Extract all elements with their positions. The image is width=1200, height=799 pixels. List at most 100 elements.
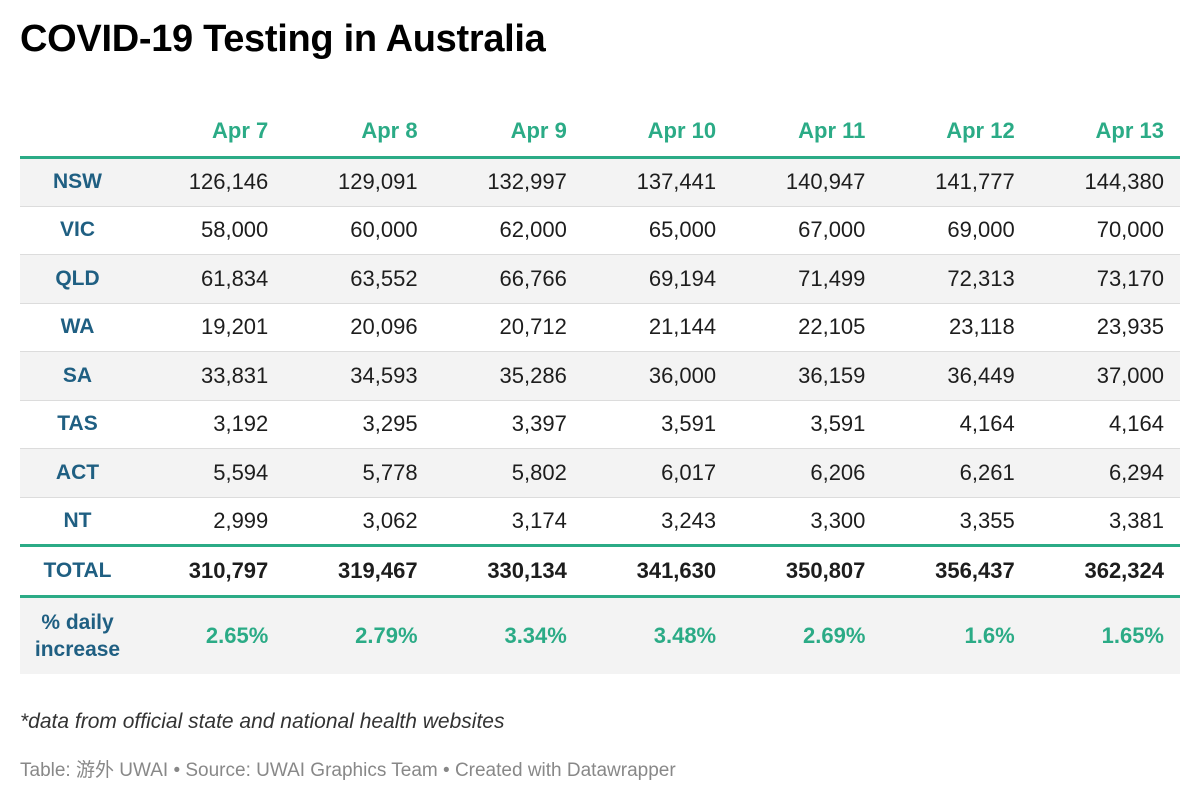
table-row: ACT 5,594 5,778 5,802 6,017 6,206 6,261 6,294 [20, 448, 1180, 498]
daily-increase-cell: 2.69% [732, 596, 882, 674]
table-cell: 6,294 [1030, 448, 1180, 498]
table-row: TAS 3,192 3,295 3,397 3,591 3,591 4,164 4,164 [20, 400, 1180, 449]
table-cell: 73,170 [1030, 254, 1180, 304]
table-cell: 60,000 [284, 206, 434, 255]
page-title: COVID-19 Testing in Australia [20, 18, 546, 60]
region-label: TAS [20, 400, 135, 449]
column-header: Apr 10 [582, 106, 733, 159]
column-header: Apr 12 [881, 106, 1031, 159]
table-cell: 19,201 [135, 303, 285, 352]
table-cell: 3,397 [433, 400, 583, 449]
table-cell: 144,380 [1030, 157, 1180, 207]
total-cell: 356,437 [881, 544, 1031, 598]
daily-increase-row: % daily increase 2.65% 2.79% 3.34% 3.48% 2.69%… [20, 596, 1180, 674]
table-cell: 69,000 [881, 206, 1031, 255]
column-header: Apr 11 [732, 106, 882, 159]
table-cell: 5,778 [284, 448, 434, 498]
table-cell: 36,000 [582, 351, 733, 401]
column-header: Apr 8 [284, 106, 434, 159]
header-row: Apr 7 Apr 8 Apr 9 Apr 10 Apr 11 Apr 12 A… [20, 106, 1180, 159]
table-cell: 20,096 [284, 303, 434, 352]
region-label: NT [20, 497, 135, 546]
table-cell: 63,552 [284, 254, 434, 304]
total-cell: 341,630 [582, 544, 733, 598]
table-cell: 3,381 [1030, 497, 1180, 546]
total-row: TOTAL 310,797 319,467 330,134 341,630 350,807… [20, 544, 1180, 598]
daily-increase-cell: 3.34% [433, 596, 583, 674]
table-row: NT 2,999 3,062 3,174 3,243 3,300 3,355 3,381 [20, 497, 1180, 546]
table-cell: 36,449 [881, 351, 1031, 401]
column-header: Apr 9 [433, 106, 583, 159]
table-cell: 70,000 [1030, 206, 1180, 255]
header-corner [20, 106, 135, 159]
total-cell: 362,324 [1030, 544, 1180, 598]
table-cell: 4,164 [1030, 400, 1180, 449]
column-header: Apr 13 [1030, 106, 1180, 159]
table-cell: 23,935 [1030, 303, 1180, 352]
footnote: *data from official state and national h… [20, 710, 505, 733]
table-row: NSW 126,146 129,091 132,997 137,441 140,947 14… [20, 157, 1180, 207]
table-cell: 6,261 [881, 448, 1031, 498]
table-cell: 71,499 [732, 254, 882, 304]
table-cell: 6,206 [732, 448, 882, 498]
table-cell: 21,144 [582, 303, 733, 352]
table-cell: 3,174 [433, 497, 583, 546]
table-cell: 62,000 [433, 206, 583, 255]
table-cell: 3,591 [582, 400, 733, 449]
table-cell: 23,118 [881, 303, 1031, 352]
table-cell: 33,831 [135, 351, 285, 401]
daily-increase-cell: 1.6% [881, 596, 1031, 674]
table-cell: 67,000 [732, 206, 882, 255]
table-cell: 132,997 [433, 157, 583, 207]
table-cell: 3,355 [881, 497, 1031, 546]
source-footer: Table: 游外 UWAI • Source: UWAI Graphics T… [20, 760, 676, 781]
table-cell: 3,243 [582, 497, 733, 546]
table-cell: 126,146 [135, 157, 285, 207]
total-cell: 310,797 [135, 544, 285, 598]
table-cell: 3,062 [284, 497, 434, 546]
table-row: VIC 58,000 60,000 62,000 65,000 67,000 69,000 7… [20, 206, 1180, 255]
daily-increase-label: % daily increase [20, 596, 135, 674]
region-label: NSW [20, 157, 135, 207]
table-cell: 61,834 [135, 254, 285, 304]
table-cell: 137,441 [582, 157, 733, 207]
table-row: WA 19,201 20,096 20,712 21,144 22,105 23,118 23… [20, 303, 1180, 352]
table-cell: 37,000 [1030, 351, 1180, 401]
testing-table: Apr 7 Apr 8 Apr 9 Apr 10 Apr 11 Apr 12 A… [20, 106, 1180, 674]
table-cell: 5,802 [433, 448, 583, 498]
table-cell: 140,947 [732, 157, 882, 207]
table-cell: 6,017 [582, 448, 733, 498]
table-row: QLD 61,834 63,552 66,766 69,194 71,499 72,313 7… [20, 254, 1180, 304]
table-cell: 72,313 [881, 254, 1031, 304]
table-cell: 58,000 [135, 206, 285, 255]
table-cell: 3,295 [284, 400, 434, 449]
table-cell: 35,286 [433, 351, 583, 401]
table-cell: 3,192 [135, 400, 285, 449]
table-cell: 3,591 [732, 400, 882, 449]
table-cell: 141,777 [881, 157, 1031, 207]
table-cell: 2,999 [135, 497, 285, 546]
region-label: VIC [20, 206, 135, 255]
table-cell: 129,091 [284, 157, 434, 207]
table-row: SA 33,831 34,593 35,286 36,000 36,159 36,449 37… [20, 351, 1180, 401]
total-cell: 319,467 [284, 544, 434, 598]
table-cell: 3,300 [732, 497, 882, 546]
table-cell: 69,194 [582, 254, 733, 304]
table-body: NSW 126,146 129,091 132,997 137,441 140,947 14… [20, 157, 1180, 674]
region-label: WA [20, 303, 135, 352]
daily-increase-cell: 1.65% [1030, 596, 1180, 674]
table-cell: 34,593 [284, 351, 434, 401]
daily-increase-cell: 2.65% [135, 596, 285, 674]
table-cell: 36,159 [732, 351, 882, 401]
table-cell: 22,105 [732, 303, 882, 352]
table-cell: 4,164 [881, 400, 1031, 449]
region-label: ACT [20, 448, 135, 498]
table-cell: 20,712 [433, 303, 583, 352]
daily-increase-cell: 2.79% [284, 596, 434, 674]
total-cell: 350,807 [732, 544, 882, 598]
region-label: QLD [20, 254, 135, 304]
region-label: SA [20, 351, 135, 401]
daily-increase-label-line1: % daily [41, 611, 114, 634]
daily-increase-cell: 3.48% [582, 596, 733, 674]
